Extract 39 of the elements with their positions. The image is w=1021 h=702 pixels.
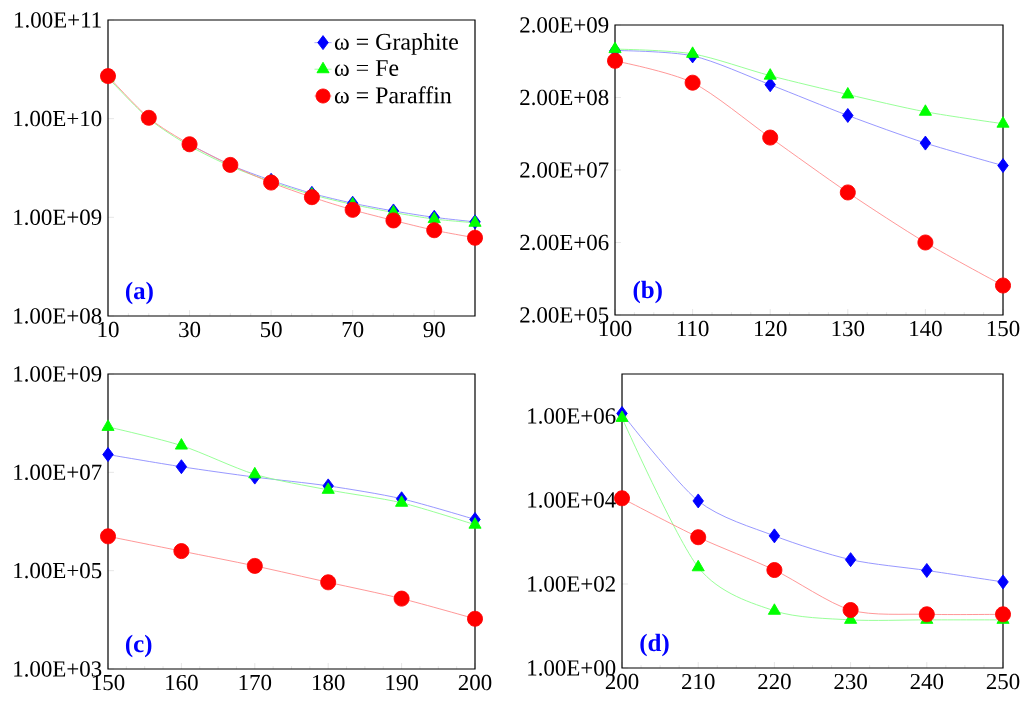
- y-tick-label: 2.00E+06: [520, 234, 609, 251]
- x-tick-label: 50: [260, 321, 282, 338]
- x-tick-label: 130: [832, 320, 865, 337]
- x-tick-label: 190: [386, 674, 418, 691]
- x-tick-label: 110: [677, 320, 709, 337]
- legend-label: ω = Graphite: [334, 33, 458, 55]
- legend-label: ω = Paraffin: [334, 86, 452, 104]
- y-tick-label: 1.00E+07: [14, 464, 102, 481]
- y-tick-label: 1.00E+06: [528, 408, 616, 424]
- x-tick-label: 250: [986, 673, 1020, 690]
- x-tick-label: 220: [758, 673, 791, 690]
- y-tick-label: 1.00E+05: [14, 562, 102, 579]
- x-tick-label: 210: [682, 673, 715, 690]
- annotation: (a): [125, 281, 153, 305]
- y-tick-label: 1.00E+04: [528, 492, 616, 508]
- x-tick-label: 150: [987, 320, 1020, 337]
- x-tick-label: 170: [239, 674, 272, 691]
- y-tick-label: 1.00E+09: [14, 366, 102, 382]
- x-tick-label: 90: [423, 321, 445, 338]
- y-tick-label: 1.00E+09: [14, 209, 102, 226]
- y-tick-label: 2.00E+08: [520, 89, 609, 106]
- y-tick-label: 1.00E+02: [528, 576, 615, 592]
- x-tick-label: 140: [910, 320, 942, 337]
- annotation: (c): [125, 634, 152, 658]
- x-tick-label: 230: [834, 673, 867, 690]
- annotation: (d): [640, 633, 669, 657]
- y-tick-label: 1.00E+11: [15, 12, 101, 28]
- annotation: (b): [633, 280, 662, 304]
- x-tick-label: 70: [342, 321, 364, 338]
- x-tick-label: 180: [313, 674, 345, 691]
- y-tick-label: 1.00E+10: [14, 110, 102, 127]
- y-tick-label: 2.00E+09: [520, 17, 609, 33]
- x-tick-label: 240: [910, 673, 944, 690]
- legend-label: ω = Fe: [334, 60, 399, 77]
- x-tick-label: 30: [179, 321, 201, 338]
- x-tick-label: 160: [166, 674, 198, 691]
- x-tick-label: 120: [755, 320, 787, 337]
- y-tick-label: 2.00E+07: [520, 162, 609, 178]
- x-tick-label: 200: [458, 674, 492, 691]
